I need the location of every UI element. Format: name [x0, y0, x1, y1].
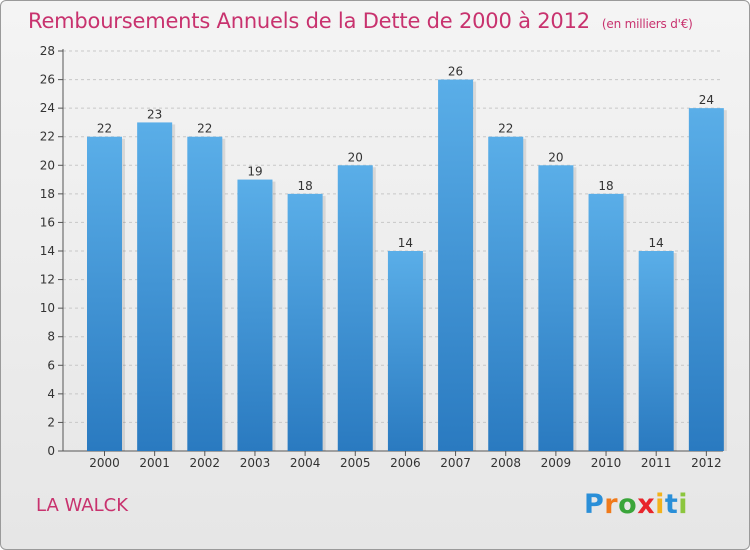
y-tick-label: 8 [47, 330, 55, 344]
logo-letter: P [584, 489, 605, 520]
value-label-2005: 20 [348, 150, 363, 164]
value-label-2012: 24 [699, 93, 714, 107]
x-tick-label-2004: 2004 [290, 456, 321, 470]
bar-2007 [438, 79, 474, 452]
logo-letter: r [604, 489, 619, 520]
chart-title: Remboursements Annuels de la Dette de 20… [28, 9, 693, 33]
chart-title-text: Remboursements Annuels de la Dette de 20… [28, 9, 590, 33]
y-tick-label: 16 [40, 215, 55, 229]
y-tick-label: 4 [47, 387, 55, 401]
bar-2000 [87, 136, 122, 451]
x-tick-label-2006: 2006 [390, 456, 421, 470]
x-tick-label-2002: 2002 [190, 456, 221, 470]
x-tick-label-2007: 2007 [440, 456, 471, 470]
bar-2010 [588, 193, 624, 451]
bar-2006 [387, 251, 423, 451]
value-label-2011: 14 [649, 236, 664, 250]
x-tick-label-2008: 2008 [490, 456, 521, 470]
value-label-2006: 14 [398, 236, 413, 250]
x-tick-label-2003: 2003 [240, 456, 271, 470]
x-tick-label-2001: 2001 [139, 456, 170, 470]
logo-letter: x [637, 489, 656, 520]
y-tick-label: 10 [40, 301, 55, 315]
y-tick-label: 0 [47, 444, 55, 458]
value-label-2007: 26 [448, 65, 463, 79]
bar-2005 [337, 165, 373, 452]
y-tick-label: 20 [40, 158, 55, 172]
bar-2008 [488, 136, 524, 451]
value-label-2002: 22 [197, 122, 212, 136]
x-tick-label-2005: 2005 [340, 456, 371, 470]
x-tick-label-2011: 2011 [641, 456, 672, 470]
logo-letter: t [664, 489, 679, 520]
chart-unit-label: (en milliers d'€) [601, 17, 693, 31]
value-label-2010: 18 [598, 179, 613, 193]
y-tick-label: 2 [47, 415, 55, 429]
bar-2004 [287, 193, 323, 451]
value-label-2003: 19 [247, 165, 262, 179]
logo-letter: i [678, 489, 689, 520]
y-tick-label: 24 [40, 101, 55, 115]
bar-2009 [538, 165, 574, 452]
x-tick-label-2009: 2009 [541, 456, 572, 470]
value-labels: 22 23 22 19 18 20 14 26 22 20 18 14 24 [97, 65, 714, 250]
value-label-2008: 22 [498, 122, 513, 136]
bar-2001 [137, 122, 173, 451]
value-label-2001: 23 [147, 107, 162, 121]
proxiti-logo: Proxiti [584, 489, 688, 520]
bar-2002 [187, 136, 223, 451]
x-tick-label-2012: 2012 [691, 456, 722, 470]
y-tick-label: 6 [47, 358, 55, 372]
place-name: LA WALCK [36, 495, 129, 516]
value-label-2000: 22 [97, 122, 112, 136]
logo-letter: i [655, 489, 665, 520]
x-tick-label-2000: 2000 [89, 456, 120, 470]
value-label-2009: 20 [548, 150, 563, 164]
bar-2011 [638, 251, 674, 451]
y-tick-label: 22 [40, 130, 55, 144]
y-tick-label: 28 [40, 44, 55, 58]
bar-2003 [237, 179, 273, 452]
y-tick-label: 26 [40, 73, 55, 87]
bar-2012 [688, 108, 724, 452]
value-label-2004: 18 [297, 179, 312, 193]
y-tick-label: 12 [40, 273, 55, 287]
logo-letter: o [618, 489, 638, 520]
y-tick-label: 14 [40, 244, 55, 258]
y-tick-label: 18 [40, 187, 55, 201]
x-tick-label-2010: 2010 [591, 456, 622, 470]
bars [87, 79, 727, 452]
